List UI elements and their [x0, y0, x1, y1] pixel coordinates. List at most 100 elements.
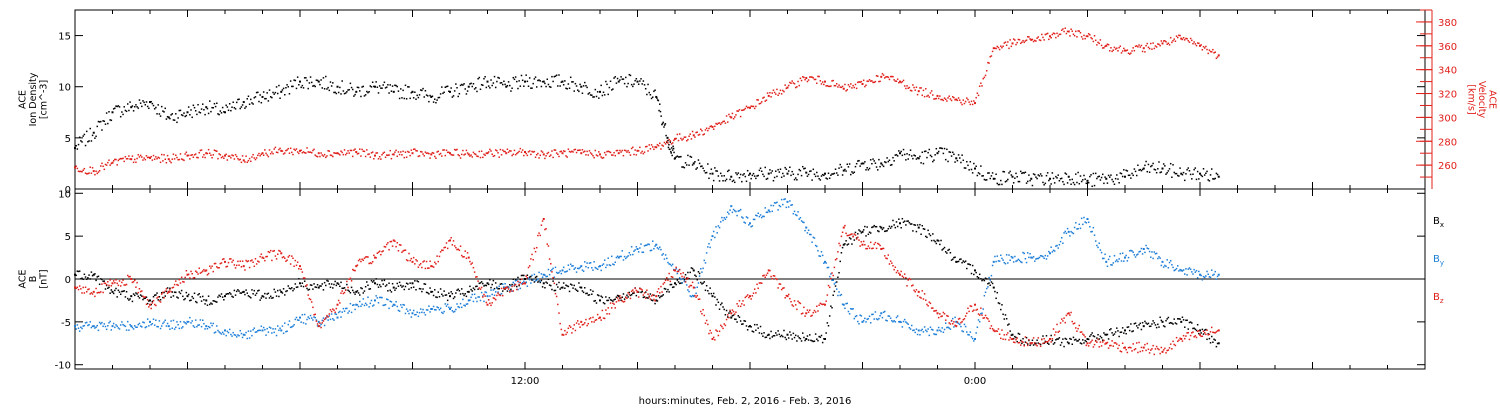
velocity-dot [1183, 37, 1185, 39]
density-dot [589, 92, 591, 94]
bx-point [693, 269, 695, 271]
velocity-dot [888, 77, 890, 79]
density-dot [1164, 165, 1166, 167]
by-dot [422, 309, 424, 311]
bx-dot [1001, 304, 1003, 306]
by-dot [177, 324, 179, 326]
bx-dot [1184, 326, 1186, 328]
velocity-dot [760, 103, 762, 105]
bx-dot [404, 289, 406, 291]
velocity-dot [290, 148, 292, 150]
density-dot [228, 110, 230, 112]
by-dot [702, 268, 704, 270]
by-dot [1029, 253, 1031, 255]
velocity-dot [622, 150, 624, 152]
density-dot [909, 154, 911, 156]
bx-dot [719, 308, 721, 310]
by-dot [161, 325, 163, 327]
bz-dot [610, 302, 612, 304]
velocity-dot [1138, 44, 1140, 46]
density-dot [593, 96, 595, 98]
bx-dot [552, 280, 554, 282]
by-dot [603, 263, 605, 265]
by-dot [230, 334, 232, 336]
velocity-dot [911, 90, 913, 92]
density-dot [761, 171, 763, 173]
bx-dot [1052, 340, 1054, 342]
velocity-dot [1054, 33, 1056, 35]
bx-point [712, 295, 714, 297]
bx-dot [1168, 317, 1170, 319]
bz-dot [606, 313, 608, 315]
bz-dot [561, 329, 563, 331]
by-dot [1171, 264, 1173, 266]
bz-dot [85, 286, 87, 288]
bx-dot [1005, 314, 1007, 316]
velocity-dot [490, 150, 492, 152]
bz-dot [961, 321, 963, 323]
bx-dot [975, 272, 977, 274]
bx-dot [222, 296, 224, 298]
bz-dot [572, 328, 574, 330]
bz-dot [630, 298, 632, 300]
bz-dot [701, 313, 703, 315]
by-dot [910, 328, 912, 330]
bz-dot [397, 242, 399, 244]
bx-dot [517, 277, 519, 279]
by-dot [672, 264, 674, 266]
by-dot [700, 268, 702, 270]
velocity-dot [213, 154, 215, 156]
velocity-dot [236, 156, 238, 158]
density-dot [708, 178, 710, 180]
by-dot [464, 305, 466, 307]
density-dot [1073, 182, 1075, 184]
velocity-point [1068, 30, 1070, 32]
bx-dot [380, 286, 382, 288]
velocity-dot [176, 157, 178, 159]
bx-dot [1156, 327, 1158, 329]
bx-dot [609, 297, 611, 299]
density-dot [255, 96, 257, 98]
bz-dot [435, 263, 437, 265]
density-dot [363, 86, 365, 88]
bz-dot [643, 294, 645, 296]
bz-dot [685, 281, 687, 283]
by-dot [988, 277, 990, 279]
bx-dot [1111, 332, 1113, 334]
by-dot [810, 234, 812, 236]
bz-dot [898, 272, 900, 274]
velocity-dot [943, 100, 945, 102]
by-dot [1077, 228, 1079, 230]
bz-point [937, 312, 939, 314]
density-dot [597, 91, 599, 93]
density-dot [296, 88, 298, 90]
by-dot [538, 272, 540, 274]
bz-dot [228, 262, 230, 264]
bz-dot [680, 273, 682, 275]
by-dot [504, 283, 506, 285]
bx-dot [366, 281, 368, 283]
velocity-dot [781, 93, 783, 95]
by-dot [1002, 259, 1004, 261]
velocity-dot [162, 160, 164, 162]
velocity-point [730, 116, 732, 118]
by-dot [537, 278, 539, 280]
bz-dot [490, 305, 492, 307]
density-point [449, 91, 451, 93]
bx-dot [709, 287, 711, 289]
bz-dot [340, 292, 342, 294]
bx-dot [367, 285, 369, 287]
density-dot [177, 117, 179, 119]
bx-dot [119, 291, 121, 293]
velocity-dot [632, 147, 634, 149]
bx-dot [382, 283, 384, 285]
density-dot [300, 87, 302, 89]
density-dot [838, 167, 840, 169]
density-dot [197, 104, 199, 106]
bx-dot [1000, 309, 1002, 311]
velocity-dot [1206, 49, 1208, 51]
bz-dot [923, 298, 925, 300]
bz-dot [670, 281, 672, 283]
by-dot [1127, 260, 1129, 262]
bz-dot [141, 290, 143, 292]
